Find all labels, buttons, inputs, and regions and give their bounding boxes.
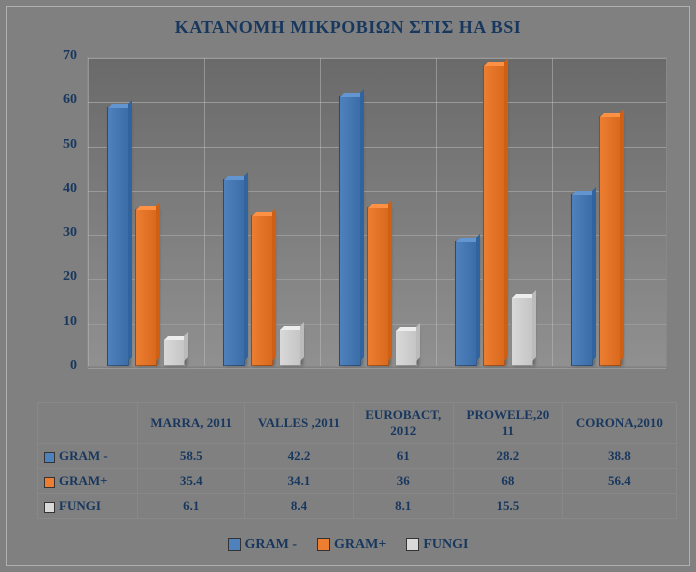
- table-row-header: GRAM -: [38, 444, 138, 469]
- table-cell: 36: [353, 469, 453, 494]
- table-cell: 38.8: [562, 444, 676, 469]
- gridline: [88, 147, 666, 148]
- series-name: GRAM+: [59, 473, 108, 488]
- data-table: MARRA, 2011VALLES ,2011EUROBACT,2012PROW…: [37, 402, 677, 519]
- table-cell: [562, 494, 676, 519]
- y-tick-label: 20: [37, 269, 77, 285]
- bar: [223, 179, 245, 366]
- bar: [455, 241, 477, 366]
- legend-item: FUNGI: [406, 537, 468, 552]
- legend-label: GRAM -: [245, 537, 298, 552]
- bar: [107, 107, 129, 366]
- legend-label: FUNGI: [423, 537, 468, 552]
- gridline: [88, 368, 666, 369]
- bar: [251, 215, 273, 366]
- table-cell: 28.2: [453, 444, 562, 469]
- legend-item: GRAM+: [317, 537, 386, 552]
- table-corner: [38, 403, 138, 444]
- table-cell: 8.4: [245, 494, 353, 519]
- legend: GRAM - GRAM+ FUNGI: [7, 537, 689, 553]
- gridline: [88, 102, 666, 103]
- legend-label: GRAM+: [334, 537, 386, 552]
- bar: [135, 209, 157, 366]
- gridline: [88, 58, 666, 59]
- table-cell: 61: [353, 444, 453, 469]
- legend-marker: [406, 538, 419, 551]
- table-cell: 68: [453, 469, 562, 494]
- table-row-header: GRAM+: [38, 469, 138, 494]
- legend-item: GRAM -: [228, 537, 298, 552]
- table-col-header: EUROBACT,2012: [353, 403, 453, 444]
- chart-area: 010203040506070: [37, 57, 677, 397]
- bar: [599, 116, 621, 366]
- bar: [339, 96, 361, 366]
- chart-title: ΚΑΤΑΝΟΜΗ ΜΙΚΡΟΒΙΩΝ ΣΤΙΣ HA BSI: [7, 7, 689, 38]
- y-tick-label: 0: [37, 358, 77, 374]
- y-tick-label: 30: [37, 225, 77, 241]
- bar: [483, 65, 505, 366]
- table-row-header: FUNGI: [38, 494, 138, 519]
- y-tick-label: 10: [37, 314, 77, 330]
- y-tick-label: 40: [37, 181, 77, 197]
- table-col-header: PROWELE,2011: [453, 403, 562, 444]
- table-cell: 8.1: [353, 494, 453, 519]
- table-cell: 15.5: [453, 494, 562, 519]
- table-cell: 56.4: [562, 469, 676, 494]
- bar: [571, 194, 593, 366]
- table-cell: 6.1: [138, 494, 245, 519]
- table-cell: 42.2: [245, 444, 353, 469]
- legend-marker: [44, 477, 55, 488]
- series-name: GRAM -: [59, 448, 108, 463]
- y-tick-label: 70: [37, 48, 77, 64]
- table-col-header: MARRA, 2011: [138, 403, 245, 444]
- bar: [395, 330, 417, 366]
- bar: [163, 339, 185, 366]
- legend-marker: [44, 502, 55, 513]
- y-tick-label: 50: [37, 137, 77, 153]
- plot-area: [87, 57, 667, 367]
- chart-container: ΚΑΤΑΝΟΜΗ ΜΙΚΡΟΒΙΩΝ ΣΤΙΣ HA BSI 0 10 20 30 40…: [0, 0, 696, 572]
- legend-marker: [44, 452, 55, 463]
- y-tick-label: 60: [37, 92, 77, 108]
- bar: [279, 329, 301, 366]
- table-col-header: VALLES ,2011: [245, 403, 353, 444]
- table-cell: 34.1: [245, 469, 353, 494]
- series-name: FUNGI: [59, 498, 101, 513]
- table-cell: 58.5: [138, 444, 245, 469]
- bar: [511, 297, 533, 366]
- table-cell: 35.4: [138, 469, 245, 494]
- table-col-header: CORONA,2010: [562, 403, 676, 444]
- bar: [367, 207, 389, 366]
- legend-marker: [317, 538, 330, 551]
- chart-panel: ΚΑΤΑΝΟΜΗ ΜΙΚΡΟΒΙΩΝ ΣΤΙΣ HA BSI 0 10 20 30 40…: [6, 6, 690, 566]
- legend-marker: [228, 538, 241, 551]
